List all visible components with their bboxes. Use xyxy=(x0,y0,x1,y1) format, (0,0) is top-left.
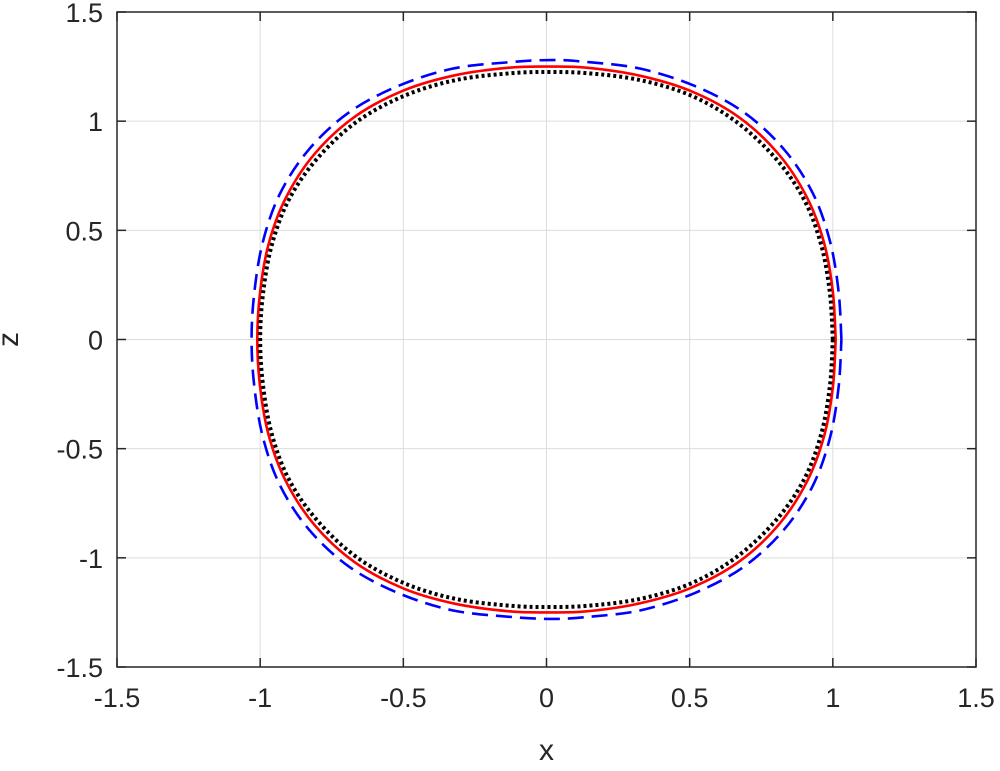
series-dashed-line xyxy=(250,58,843,621)
series-dotted-line xyxy=(258,70,835,609)
y-tick-label: 0 xyxy=(88,326,103,356)
x-tick-label: -0.5 xyxy=(380,683,427,713)
y-tick-label: 1 xyxy=(88,107,103,137)
series-layer xyxy=(250,58,843,621)
grid-lines xyxy=(117,12,976,667)
x-axis-title: x xyxy=(539,734,554,767)
y-tick-label: 1.5 xyxy=(65,0,103,28)
x-tick-labels: -1.5 -1 -0.5 0 0.5 1 1.5 xyxy=(94,683,995,713)
x-tick-label: 1 xyxy=(825,683,840,713)
y-tick-label: 0.5 xyxy=(65,216,103,246)
x-tick-label: 0.5 xyxy=(671,683,709,713)
x-tick-label: 0 xyxy=(539,683,554,713)
y-tick-label: -0.5 xyxy=(56,435,103,465)
y-tick-label: -1.5 xyxy=(56,653,103,683)
y-tick-label: -1 xyxy=(79,544,103,574)
y-tick-labels: -1.5 -1 -0.5 0 0.5 1 1.5 xyxy=(56,0,103,683)
x-tick-label: 1.5 xyxy=(957,683,995,713)
series-solid-line xyxy=(256,65,837,614)
x-tick-label: -1 xyxy=(248,683,272,713)
y-axis-title: z xyxy=(0,332,25,347)
x-tick-label: -1.5 xyxy=(94,683,141,713)
tick-marks xyxy=(116,11,977,668)
